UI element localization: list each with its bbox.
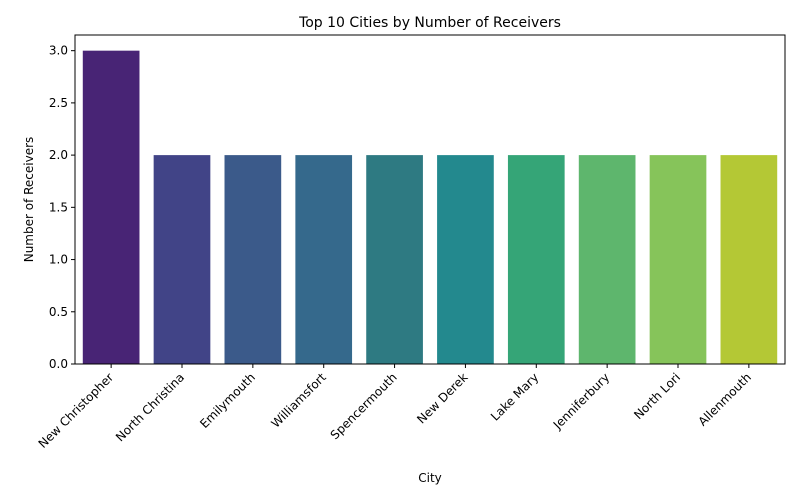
y-tick-label: 0.0 bbox=[49, 357, 68, 371]
y-axis-title: Number of Receivers bbox=[22, 137, 36, 263]
x-tick-label: New Christopher bbox=[36, 370, 117, 451]
chart-title: Top 10 Cities by Number of Receivers bbox=[298, 15, 561, 31]
y-tick-label: 1.0 bbox=[49, 253, 68, 267]
x-tick-label: Emilymouth bbox=[197, 370, 258, 431]
bar-2 bbox=[224, 155, 282, 364]
y-tick-label: 1.5 bbox=[49, 200, 68, 214]
x-tick-label: New Derek bbox=[414, 370, 470, 426]
plot-frame bbox=[74, 34, 786, 365]
bar-9 bbox=[720, 155, 778, 364]
y-axis: 0.0 0.5 1.0 1.5 2.0 2.5 3.0 bbox=[49, 44, 75, 371]
bar-4 bbox=[366, 155, 423, 364]
y-tick-label: 2.5 bbox=[49, 96, 68, 110]
bar-1 bbox=[153, 155, 211, 364]
bar-8 bbox=[649, 155, 707, 364]
x-axis-title: City bbox=[418, 471, 442, 485]
x-tick-label: Allenmouth bbox=[695, 370, 754, 429]
bar-7 bbox=[578, 155, 636, 364]
x-tick-label: Lake Mary bbox=[488, 370, 541, 423]
bars-group bbox=[82, 50, 778, 365]
y-tick-label: 0.5 bbox=[49, 305, 68, 319]
x-tick-label: Williamsfort bbox=[268, 370, 329, 431]
x-tick-label: North Lori bbox=[631, 370, 683, 422]
y-tick-label: 3.0 bbox=[49, 44, 68, 58]
x-tick-label: Jenniferbury bbox=[550, 370, 612, 432]
y-tick-label: 2.0 bbox=[49, 148, 68, 162]
x-tick-label: North Christina bbox=[113, 370, 187, 444]
bar-0 bbox=[82, 50, 140, 365]
bar-6 bbox=[507, 155, 565, 364]
bar-5 bbox=[437, 155, 494, 364]
bar-3 bbox=[295, 155, 353, 364]
x-tick-label: Spencermouth bbox=[328, 370, 400, 442]
